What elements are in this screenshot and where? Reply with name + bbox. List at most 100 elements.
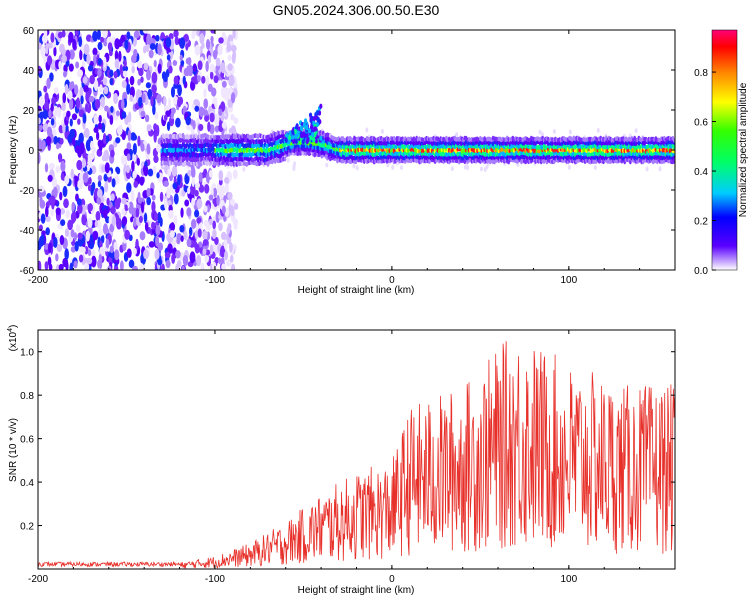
noise-speckle xyxy=(83,127,90,139)
noise-speckle xyxy=(114,249,120,261)
bump-cell xyxy=(292,138,296,145)
noise-speckle xyxy=(180,59,185,67)
noise-speckle xyxy=(91,255,97,268)
noise-speckle xyxy=(194,44,201,56)
noise-speckle xyxy=(155,34,160,42)
noise-speckle xyxy=(87,249,92,257)
noise-speckle xyxy=(57,107,62,119)
noise-speckle xyxy=(87,217,93,229)
noise-speckle xyxy=(204,183,210,194)
noise-speckle xyxy=(180,207,184,218)
noise-speckle xyxy=(202,239,209,246)
noise-speckle xyxy=(45,227,50,236)
noise-speckle xyxy=(59,234,65,246)
noise-speckle xyxy=(186,207,192,217)
noise-speckle xyxy=(102,132,107,145)
x-tick-label: 0 xyxy=(389,275,395,286)
bump-cell xyxy=(303,118,308,124)
noise-speckle xyxy=(131,65,135,74)
noise-speckle xyxy=(208,170,213,178)
noise-speckle xyxy=(149,43,156,50)
noise-speckle xyxy=(227,191,233,201)
noise-speckle xyxy=(212,97,217,105)
noise-speckle xyxy=(79,86,84,99)
noise-speckle xyxy=(102,208,108,219)
noise-speckle xyxy=(166,54,171,61)
noise-speckle xyxy=(38,65,42,74)
noise-speckle xyxy=(164,251,171,259)
y-tick-label: -40 xyxy=(20,226,35,237)
bump-cell xyxy=(302,122,306,128)
noise-speckle xyxy=(172,182,178,190)
noise-speckle xyxy=(156,93,162,104)
noise-speckle xyxy=(82,246,86,254)
faint-speckle xyxy=(455,131,459,137)
faint-speckle xyxy=(645,166,649,172)
noise-speckle xyxy=(136,90,143,98)
noise-speckle xyxy=(167,243,173,254)
faint-speckle xyxy=(380,128,384,134)
noise-speckle xyxy=(124,39,129,50)
noise-speckle xyxy=(142,165,147,174)
noise-speckle xyxy=(119,64,123,76)
noise-speckle xyxy=(99,84,103,93)
noise-speckle xyxy=(186,65,190,77)
noise-speckle xyxy=(126,153,131,162)
noise-speckle xyxy=(64,174,70,185)
noise-speckle xyxy=(98,140,103,152)
noise-speckle xyxy=(189,184,196,196)
noise-speckle xyxy=(121,111,127,119)
noise-speckle xyxy=(82,113,87,124)
noise-speckle xyxy=(176,237,181,245)
faint-speckle xyxy=(365,127,369,133)
faint-speckle xyxy=(552,129,556,135)
noise-speckle xyxy=(153,212,158,222)
noise-speckle xyxy=(110,193,115,201)
noise-speckle xyxy=(61,100,66,112)
noise-speckle xyxy=(127,111,132,123)
noise-speckle xyxy=(64,228,70,238)
noise-speckle xyxy=(170,107,176,115)
noise-speckle xyxy=(65,209,71,219)
noise-speckle xyxy=(190,218,197,230)
noise-speckle xyxy=(110,105,114,114)
noise-speckle xyxy=(63,70,67,78)
noise-speckle xyxy=(172,60,178,67)
noise-speckle xyxy=(88,176,92,185)
noise-speckle xyxy=(217,257,222,264)
noise-speckle xyxy=(86,257,93,265)
noise-speckle xyxy=(163,96,167,107)
noise-speckle xyxy=(96,197,102,205)
noise-speckle xyxy=(38,111,45,119)
noise-speckle xyxy=(70,211,77,223)
noise-speckle xyxy=(109,245,114,254)
x-tick-label: -200 xyxy=(28,275,48,286)
noise-speckle xyxy=(172,95,179,105)
noise-speckle xyxy=(50,118,55,126)
noise-speckle xyxy=(41,139,46,151)
faint-speckle xyxy=(483,166,487,172)
noise-speckle xyxy=(105,238,110,249)
noise-speckle xyxy=(182,75,186,86)
noise-speckle xyxy=(188,226,193,236)
noise-speckle xyxy=(186,123,192,131)
noise-speckle xyxy=(209,63,215,73)
x-tick-label: 100 xyxy=(560,574,577,585)
noise-speckle xyxy=(95,131,100,141)
noise-speckle xyxy=(202,230,208,240)
noise-speckle xyxy=(79,49,83,61)
noise-speckle xyxy=(210,35,214,43)
noise-speckle xyxy=(126,142,132,150)
noise-speckle xyxy=(218,37,224,44)
bump-cell xyxy=(291,134,295,140)
noise-speckle xyxy=(66,110,71,118)
noise-speckle xyxy=(86,53,91,65)
noise-speckle xyxy=(126,83,131,95)
noise-speckle xyxy=(111,215,117,227)
noise-speckle xyxy=(110,149,115,158)
noise-speckle xyxy=(123,59,127,68)
bump-cell xyxy=(312,137,316,143)
noise-speckle xyxy=(48,242,52,254)
noise-speckle xyxy=(226,43,232,53)
